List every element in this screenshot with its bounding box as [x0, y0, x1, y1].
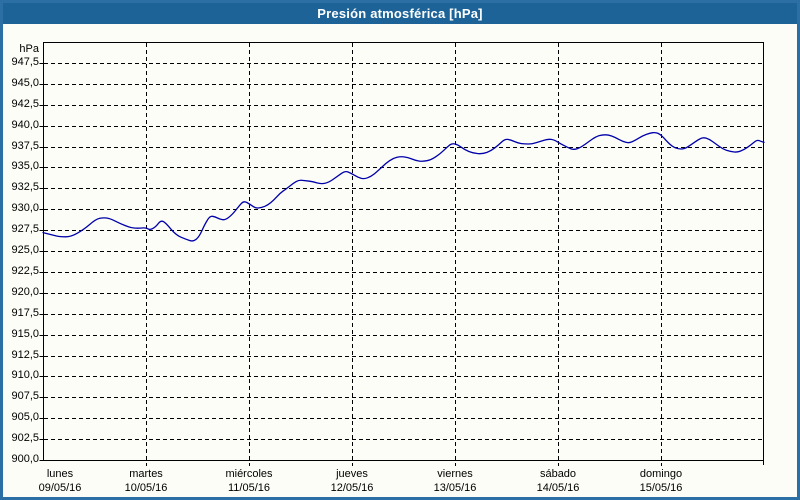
y-axis-label: 927,5 [11, 223, 39, 235]
y-axis-label: 942,5 [11, 98, 39, 110]
y-axis-label: 930,0 [11, 202, 39, 214]
y-axis-label: 947,5 [11, 56, 39, 68]
y-axis-label: 907,5 [11, 390, 39, 402]
x-axis-day-label: miércoles [225, 468, 273, 480]
y-axis-label: 922,5 [11, 265, 39, 277]
y-axis-label: 910,0 [11, 369, 39, 381]
x-axis-day-label: martes [129, 468, 163, 480]
y-axis-label: 935,0 [11, 160, 39, 172]
y-axis-unit-label: hPa [19, 43, 39, 55]
x-axis-date-label: 15/05/16 [639, 482, 683, 494]
x-axis-date-label: 11/05/16 [227, 482, 271, 494]
pressure-line [42, 131, 765, 242]
x-axis-date-label: 14/05/16 [536, 482, 580, 494]
x-axis-date-label: 12/05/16 [330, 482, 374, 494]
y-axis-label: 932,5 [11, 181, 39, 193]
y-axis-label: 945,0 [11, 77, 39, 89]
y-axis-label: 917,5 [11, 307, 39, 319]
y-axis-label: 915,0 [11, 328, 39, 340]
x-axis-day-label: sábado [539, 468, 577, 480]
chart-title: Presión atmosférica [hPa] [317, 6, 483, 21]
plot-border [43, 42, 764, 461]
chart-content: hPa 947,5 945,0 942,5 940,0 937,5 935,0 932,5 9… [3, 24, 797, 497]
y-axis-label: 900,0 [11, 453, 39, 465]
x-axis-date-label: 13/05/16 [433, 482, 477, 494]
window-titlebar: Presión atmosférica [hPa] [3, 3, 797, 24]
y-axis-label: 912,5 [11, 349, 39, 361]
y-axis-label: 902,5 [11, 432, 39, 444]
x-axis-date-label: 10/05/16 [124, 482, 168, 494]
y-axis-label: 940,0 [11, 119, 39, 131]
y-axis-label: 920,0 [11, 286, 39, 298]
x-axis-day-label: domingo [639, 468, 683, 480]
x-axis-day-label: viernes [437, 468, 473, 480]
pressure-chart-canvas [39, 42, 765, 466]
y-axis-label: 925,0 [11, 244, 39, 256]
y-axis-label: 905,0 [11, 411, 39, 423]
y-axis-label: 937,5 [11, 140, 39, 152]
x-axis-date-label: 09/05/16 [38, 482, 82, 494]
x-axis-day-label: lunes [46, 468, 74, 480]
x-axis-day-label: jueves [336, 468, 368, 480]
